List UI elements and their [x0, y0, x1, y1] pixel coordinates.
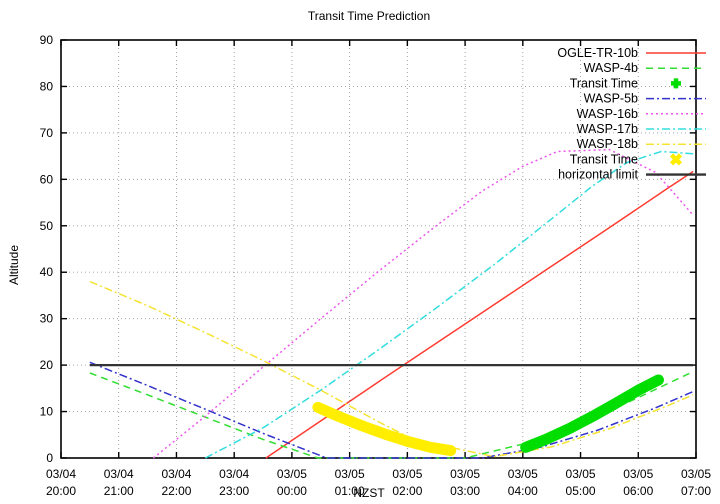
- x-tick-label-time: 06:00: [623, 484, 653, 498]
- x-tick-label-time: 03:00: [450, 484, 480, 498]
- transit-time-band-wasp-18b: [312, 401, 457, 457]
- legend-label-8: horizontal limit: [558, 168, 638, 182]
- x-tick-label-time: 21:00: [104, 484, 134, 498]
- series-wasp-17b: [204, 150, 694, 459]
- legend-label-0: OGLE-TR-10b: [557, 46, 638, 60]
- legend-label-5: WASP-17b: [577, 122, 638, 136]
- x-tick-label-time: 00:00: [277, 484, 307, 498]
- legend-label-2: Transit Time: [570, 76, 638, 90]
- x-tick-label-time: 01:00: [335, 484, 365, 498]
- x-tick-label-time: 22:00: [161, 484, 191, 498]
- chart-title: Transit Time Prediction: [308, 9, 430, 23]
- x-axis-ticks: 03/04 20:00 03/04 21:00 03/04 22:00 03/04 23:00…: [46, 40, 711, 498]
- x-tick-label-date: 03/05: [681, 467, 711, 481]
- legend-label-7: Transit Time: [570, 152, 638, 166]
- y-tick-label: 50: [40, 219, 54, 233]
- series-wasp-16b: [152, 148, 694, 459]
- legend-label-4: WASP-16b: [577, 107, 638, 121]
- transit-time-band-wasp-4b: [520, 374, 664, 453]
- y-tick-label: 90: [40, 33, 54, 47]
- x-tick-label-date: 03/05: [450, 467, 480, 481]
- x-tick-label-date: 03/04: [104, 467, 134, 481]
- x-tick-label-date: 03/05: [508, 467, 538, 481]
- y-tick-label: 10: [40, 405, 54, 419]
- y-axis-label: Altitude: [7, 245, 21, 285]
- x-tick-label-time: 07:00: [681, 484, 711, 498]
- x-tick-label-date: 03/05: [335, 467, 365, 481]
- x-tick-label-time: 20:00: [46, 484, 76, 498]
- y-tick-label: 70: [40, 126, 54, 140]
- y-tick-label: 20: [40, 358, 54, 372]
- legend-plus-marker-2: [671, 78, 681, 89]
- legend-label-6: WASP-18b: [577, 137, 638, 151]
- x-tick-label-date: 03/04: [46, 467, 76, 481]
- series-wasp-5b: [89, 361, 694, 459]
- legend-x-marker-7: [669, 153, 683, 166]
- x-tick-label-time: 04:00: [508, 484, 538, 498]
- x-tick-label-date: 03/05: [277, 467, 307, 481]
- x-tick-label-date: 03/04: [161, 467, 191, 481]
- legend-label-1: WASP-4b: [584, 61, 638, 75]
- y-tick-label: 60: [40, 172, 54, 186]
- legend-label-3: WASP-5b: [584, 92, 638, 106]
- y-tick-label: 40: [40, 265, 54, 279]
- series-wasp-18b: [89, 280, 694, 458]
- x-tick-label-time: 02:00: [392, 484, 422, 498]
- x-tick-label-date: 03/05: [566, 467, 596, 481]
- series-ogle-tr-10b: [265, 170, 694, 459]
- x-tick-label-date: 03/05: [392, 467, 422, 481]
- y-tick-label: 80: [40, 79, 54, 93]
- y-tick-label: 30: [40, 312, 54, 326]
- x-tick-label-date: 03/04: [219, 467, 249, 481]
- transit-time-markers: [312, 374, 664, 457]
- y-tick-label: 0: [46, 451, 53, 465]
- x-tick-label-time: 23:00: [219, 484, 249, 498]
- x-tick-label-date: 03/05: [623, 467, 653, 481]
- x-axis-label: NZST: [353, 486, 385, 500]
- x-tick-label-time: 05:00: [566, 484, 596, 498]
